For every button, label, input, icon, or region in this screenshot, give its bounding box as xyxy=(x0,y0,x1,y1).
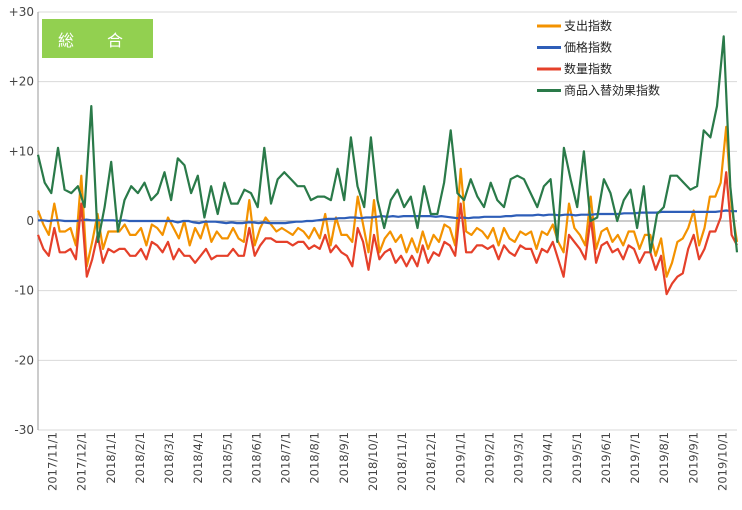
x-tick-label: 2018/8/1 xyxy=(308,432,322,484)
x-tick-layer: 2017/11/1 2017/12/1 2018/1/1 2018/2/1 2018/3… xyxy=(46,432,730,491)
series-layer xyxy=(36,35,739,296)
x-tick-label: 2018/4/1 xyxy=(191,432,205,484)
series-line-2 xyxy=(36,171,738,296)
x-tick-label: 2019/6/1 xyxy=(599,432,613,484)
series-line-3 xyxy=(36,35,739,254)
y-tick-label: +30 xyxy=(9,5,34,19)
x-tick-label: 2019/7/1 xyxy=(628,432,642,484)
x-tick-label: 2018/9/1 xyxy=(337,432,351,484)
chart-title-badge: 総 合 xyxy=(42,19,153,58)
x-tick-label: 2019/9/1 xyxy=(686,432,700,484)
x-tick-label: 2018/1/1 xyxy=(104,432,118,484)
x-tick-label: 2019/1/1 xyxy=(453,432,467,484)
x-tick-label: 2019/4/1 xyxy=(541,432,555,484)
x-tick-label: 2018/10/1 xyxy=(366,432,380,491)
x-tick-label: 2018/12/1 xyxy=(424,432,438,491)
y-tick-label: -10 xyxy=(14,284,34,298)
x-tick-label: 2018/5/1 xyxy=(220,432,234,484)
legend-label: 数量指数 xyxy=(564,61,612,76)
x-tick-label: 2017/12/1 xyxy=(75,432,89,491)
y-tick-label: -20 xyxy=(14,353,34,367)
x-tick-label: 2019/8/1 xyxy=(657,432,671,484)
y-tick-label: +10 xyxy=(9,144,34,158)
x-tick-label: 2018/7/1 xyxy=(279,432,293,484)
y-tick-label: +20 xyxy=(9,75,34,89)
x-tick-label: 2018/2/1 xyxy=(133,432,147,484)
x-tick-label: 2019/5/1 xyxy=(570,432,584,484)
x-tick-label: 2019/3/1 xyxy=(512,432,526,484)
legend-label: 支出指数 xyxy=(564,18,612,33)
y-tick-label: 0 xyxy=(26,214,34,228)
x-tick-label: 2017/11/1 xyxy=(46,432,60,491)
x-tick-label: 2018/6/1 xyxy=(249,432,263,484)
x-tick-label: 2019/2/1 xyxy=(482,432,496,484)
legend-label: 価格指数 xyxy=(564,40,612,55)
x-tick-label: 2019/10/1 xyxy=(715,432,729,491)
y-tick-layer: +30 +20 +10 0 -10 -20 -30 xyxy=(9,5,34,437)
series-line-0 xyxy=(36,125,739,278)
x-tick-label: 2018/11/1 xyxy=(395,432,409,491)
y-tick-label: -30 xyxy=(14,423,34,437)
x-tick-label: 2018/3/1 xyxy=(162,432,176,484)
legend-label: 商品入替効果指数 xyxy=(564,83,660,98)
